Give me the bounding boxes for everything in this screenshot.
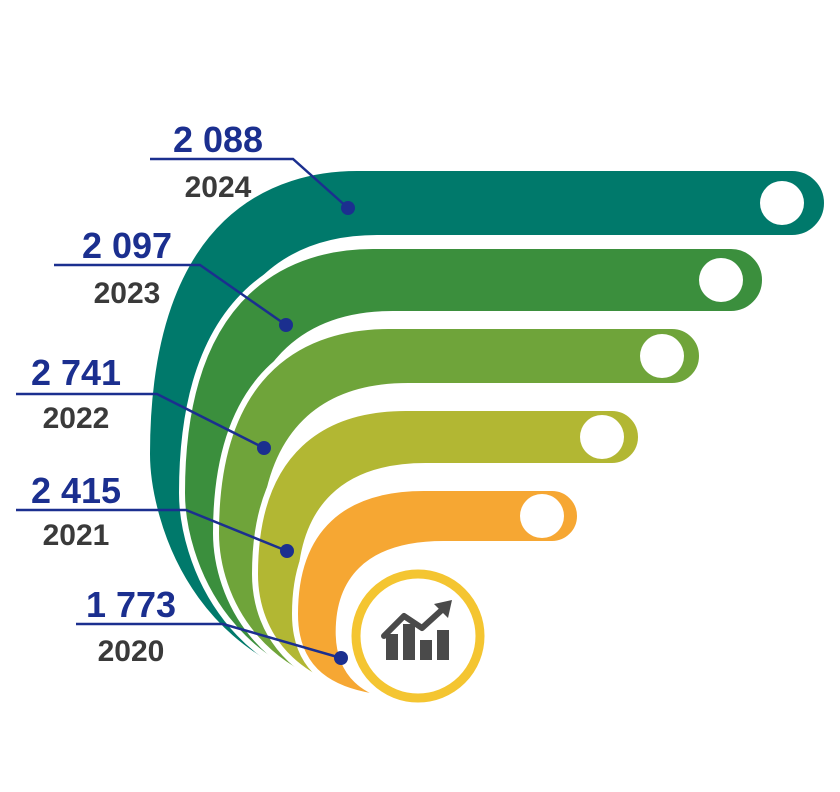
band-end-dot-2024 <box>760 181 804 225</box>
leader-dot-2024 <box>341 201 355 215</box>
value-label-2024: 2 088 <box>173 119 263 160</box>
band-2020 <box>292 485 583 703</box>
leader-dot-2022 <box>257 441 271 455</box>
value-label-2023: 2 097 <box>82 225 172 266</box>
value-label-2022: 2 741 <box>31 352 121 393</box>
band-end-dot-2020 <box>520 494 564 538</box>
leader-dot-2020 <box>334 651 348 665</box>
leader-dot-2023 <box>279 318 293 332</box>
leader-line-2024 <box>150 157 349 209</box>
value-label-2021: 2 415 <box>31 470 121 511</box>
value-label-2020: 1 773 <box>86 584 176 625</box>
leader-line-2020 <box>76 622 342 660</box>
leader-line-2021 <box>16 508 288 553</box>
category-label-2024: 2024 <box>185 171 252 204</box>
trending-up-chart-icon <box>381 600 452 660</box>
category-label-2020: 2020 <box>98 635 165 668</box>
leader-line-2022 <box>16 392 265 450</box>
category-label-2021: 2021 <box>43 519 110 552</box>
category-label-2022: 2022 <box>43 402 110 435</box>
band-end-dot-2022 <box>640 334 684 378</box>
center-ring <box>351 569 485 703</box>
leader-line-2023 <box>54 263 287 327</box>
category-label-2023: 2023 <box>94 277 161 310</box>
band-end-dot-2023 <box>699 258 743 302</box>
leader-dot-2021 <box>280 544 294 558</box>
band-end-dot-2021 <box>580 415 624 459</box>
